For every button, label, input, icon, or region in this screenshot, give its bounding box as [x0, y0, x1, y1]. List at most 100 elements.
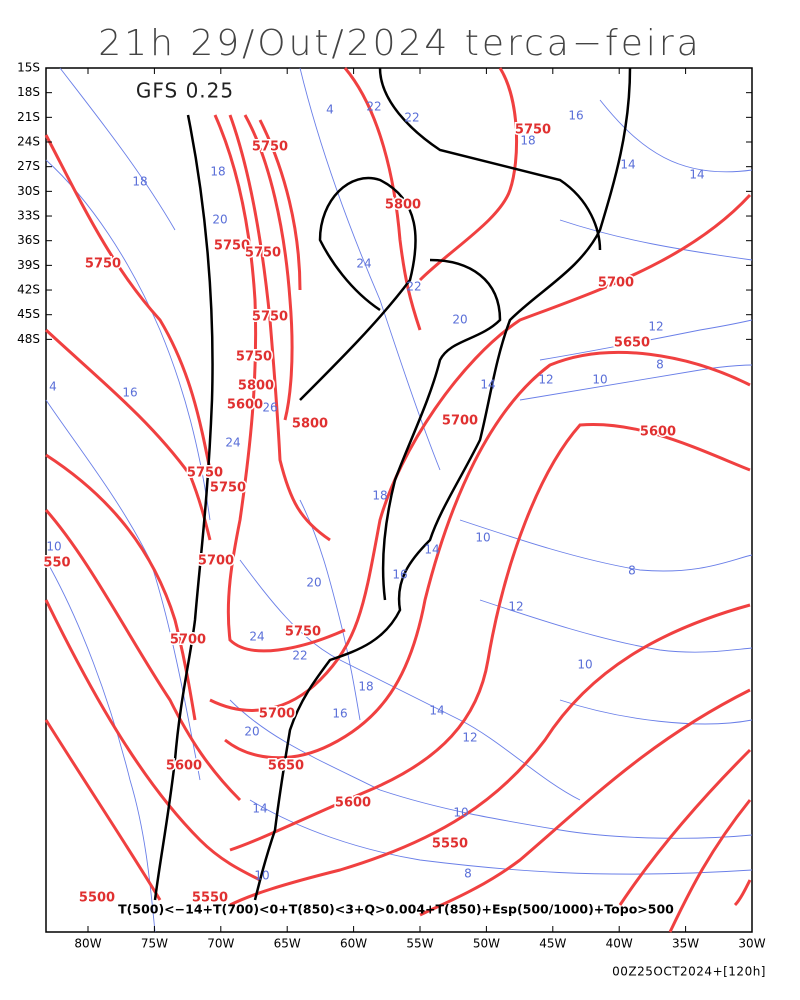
thickness-label: 16	[568, 109, 583, 123]
lat-label: 18S	[17, 85, 40, 99]
lat-label: 27S	[17, 159, 40, 173]
height-label: 5500	[79, 891, 115, 906]
height-label: 5700	[259, 707, 295, 722]
thickness-label: 12	[538, 373, 553, 387]
thickness-label: 10	[592, 373, 607, 387]
lat-label: 39S	[17, 258, 40, 272]
thickness-label: 24	[356, 257, 371, 271]
thickness-label: 14	[480, 378, 495, 392]
height-label: 5750	[252, 310, 288, 325]
coastline	[153, 67, 632, 901]
thickness-label: 12	[648, 320, 663, 334]
lon-label: 75W	[141, 937, 168, 951]
lat-label: 45S	[17, 307, 40, 321]
lat-label: 21S	[17, 110, 40, 124]
lat-label: 24S	[17, 135, 40, 149]
height-label: 5750	[187, 466, 223, 481]
height-label: 5800	[292, 417, 328, 432]
thickness-label: 26	[262, 401, 277, 415]
height-label: 5700	[442, 414, 478, 429]
thickness-label: 8	[628, 564, 636, 578]
thickness-label: 14	[689, 168, 704, 182]
thickness-label: 14	[424, 543, 439, 557]
thickness-label: 24	[225, 436, 240, 450]
lat-label: 36S	[17, 233, 40, 247]
height-label: 5750	[515, 123, 551, 138]
height-label: 5550	[192, 891, 228, 906]
thickness-label: 10	[46, 540, 61, 554]
lon-label: 30W	[738, 937, 765, 951]
height-label: 5750	[85, 257, 121, 272]
lat-label: 42S	[17, 283, 40, 297]
thickness-contours	[45, 67, 753, 933]
thickness-label: 10	[475, 531, 490, 545]
lon-label: 70W	[207, 937, 234, 951]
footer: 00Z25OCT2024+[120h]	[612, 965, 766, 979]
height-label: 5550	[432, 837, 468, 852]
lat-label: 48S	[17, 332, 40, 346]
lon-label: 50W	[473, 937, 500, 951]
thickness-label: 10	[254, 869, 269, 883]
height-label: 550	[43, 556, 70, 571]
lon-label: 60W	[340, 937, 367, 951]
thickness-label: 22	[404, 111, 419, 125]
thickness-label: 18	[132, 175, 147, 189]
height-label: 5800	[238, 379, 274, 394]
thickness-label: 16	[332, 707, 347, 721]
thickness-label: 18	[520, 134, 535, 148]
lat-label: 30S	[17, 184, 40, 198]
height-label: 5800	[385, 198, 421, 213]
thickness-label: 22	[366, 100, 381, 114]
thickness-label: 22	[292, 649, 307, 663]
height-label: 5750	[252, 140, 288, 155]
lon-label: 35W	[672, 937, 699, 951]
thickness-label: 14	[429, 704, 444, 718]
lon-label: 80W	[74, 937, 101, 951]
lon-label: 45W	[539, 937, 566, 951]
thickness-label: 18	[358, 680, 373, 694]
caption: T(500)<−14+T(700)<0+T(850)<3+Q>0.004+T(8…	[118, 902, 674, 917]
thickness-label: 16	[392, 568, 407, 582]
thickness-label: 22	[406, 280, 421, 294]
thickness-label: 18	[210, 165, 225, 179]
height-label: 5650	[268, 759, 304, 774]
height-label: 5600	[640, 425, 676, 440]
thickness-label: 20	[244, 725, 259, 739]
thickness-label: 14	[252, 802, 267, 816]
height-label: 5700	[170, 633, 206, 648]
thickness-label: 20	[306, 576, 321, 590]
height-label: 5600	[335, 796, 371, 811]
thickness-label: 8	[656, 358, 664, 372]
height-label: 5750	[236, 350, 272, 365]
model-label: GFS 0.25	[136, 79, 234, 103]
height-label: 5750	[210, 481, 246, 496]
height-label: 5750	[245, 246, 281, 261]
height-label: 5750	[214, 239, 250, 254]
lon-label: 55W	[406, 937, 433, 951]
height-label: 5700	[598, 276, 634, 291]
height-label: 5600	[227, 398, 263, 413]
lon-label: 40W	[606, 937, 633, 951]
thickness-label: 20	[452, 313, 467, 327]
height-contours	[44, 67, 752, 933]
height-label: 5700	[198, 554, 234, 569]
lon-label: 65W	[274, 937, 301, 951]
thickness-label: 16	[122, 386, 137, 400]
thickness-label: 4	[49, 380, 57, 394]
thickness-label: 4	[326, 103, 334, 117]
thickness-label: 12	[462, 731, 477, 745]
thickness-label: 10	[453, 806, 468, 820]
thickness-label: 14	[620, 158, 635, 172]
thickness-label: 12	[508, 600, 523, 614]
thickness-label: 24	[249, 630, 264, 644]
height-label: 5650	[614, 336, 650, 351]
title: 21h 29/Out/2024 terca−feira	[98, 23, 701, 64]
thickness-label: 10	[577, 658, 592, 672]
lat-label: 33S	[17, 209, 40, 223]
height-label: 5600	[166, 759, 202, 774]
height-label: 5750	[285, 625, 321, 640]
thickness-label: 8	[464, 867, 472, 881]
thickness-label: 18	[372, 489, 387, 503]
thickness-label: 20	[212, 213, 227, 227]
